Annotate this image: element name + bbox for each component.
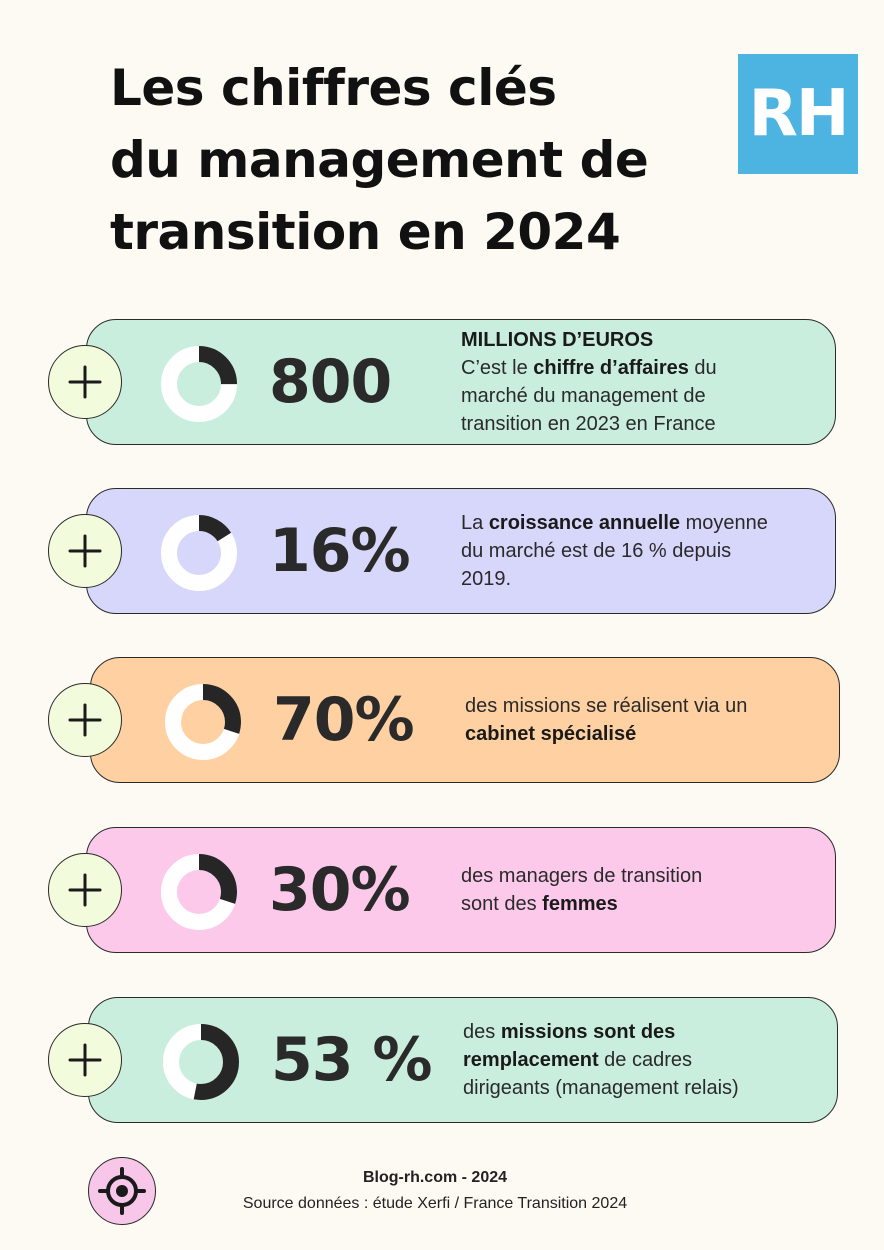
description-line: des missions se réalisent via un [465,692,825,720]
description-text: du [688,357,717,379]
description-line: La croissance annuelle moyenne [461,509,821,537]
description-text: des managers de transition [461,865,703,887]
donut-segment [161,346,237,422]
description-line: cabinet spécialisé [465,720,825,748]
description-line: sont des femmes [461,890,821,918]
description-line: transition en 2023 en France [461,410,821,438]
stat-value: 53 % [271,1025,433,1095]
description-text: moyenne [680,512,768,534]
expand-button[interactable] [48,1023,122,1097]
description-text: C’est le [461,357,534,379]
footer-source: Source données : étude Xerfi / France Tr… [242,1195,628,1212]
expand-button[interactable] [48,683,122,757]
description-text: 2019. [461,568,512,590]
title-line-1: Les chiffres clés [110,59,557,117]
expand-button[interactable] [48,514,122,588]
description-line: C’est le chiffre d’affaires du [461,354,821,382]
donut-chart-icon [161,854,237,930]
donut-chart-icon [165,684,241,760]
description-line: dirigeants (management relais) [463,1074,823,1102]
emphasis-text: femmes [542,893,618,915]
stat-description: des managers de transition sont des femme… [461,828,821,952]
stat-card: 53 % des missions sont des remplacement de… [88,997,838,1123]
description-line: des missions sont des [463,1018,823,1046]
stat-value: 30% [269,855,411,925]
description-text: de cadres [598,1049,693,1071]
description-text: transition en 2023 en France [461,413,716,435]
stat-card: 70% des missions se réalisent via un cabin… [90,657,840,783]
plus-icon [68,703,102,737]
description-line: MILLIONS D’EUROS [461,326,821,354]
page-title: Les chiffres clés du management de trans… [110,52,710,268]
title-line-3: transition en 2024 [110,203,621,261]
footer-site: Blog-rh.com - 2024 [362,1169,508,1186]
donut-chart-icon [161,515,237,591]
plus-icon [68,1043,102,1077]
donut-segment [161,854,237,930]
rh-logo: RH [738,54,858,174]
emphasis-text: chiffre d’affaires [533,357,689,379]
expand-button[interactable] [48,345,122,419]
title-line-2: du management de [110,131,649,189]
stat-value: 800 [269,347,392,417]
emphasis-text: remplacement [463,1049,599,1071]
description-line: marché du management de [461,382,821,410]
stat-card: 800 MILLIONS D’EUROS C’est le chiffre d’af… [86,319,836,445]
description-text: des [463,1021,501,1043]
stat-card: 16% La croissance annuelle moyenne du marc… [86,488,836,614]
description-text: La [461,512,489,534]
description-text: marché du management de [461,385,706,407]
stat-value: 70% [273,685,415,755]
description-line: 2019. [461,565,821,593]
stat-value: 16% [269,516,411,586]
plus-icon [68,534,102,568]
description-line: des managers de transition [461,862,821,890]
plus-icon [68,873,102,907]
emphasis-text: MILLIONS D’EUROS [461,329,654,351]
emphasis-text: cabinet spécialisé [465,723,637,745]
plus-icon [68,365,102,399]
description-line: remplacement de cadres [463,1046,823,1074]
donut-segment [161,515,237,591]
description-line: du marché est de 16 % depuis [461,537,821,565]
description-text: du marché est de 16 % depuis [461,540,732,562]
description-text: dirigeants (management relais) [463,1077,739,1099]
description-text: des missions se réalisent via un [465,695,748,717]
stat-description: des missions sont des remplacement de cad… [463,998,823,1122]
donut-segment [165,684,241,760]
emphasis-text: missions sont des [500,1021,676,1043]
stat-description: MILLIONS D’EUROS C’est le chiffre d’affai… [461,320,821,444]
description-text: sont des [461,893,543,915]
stat-card: 30% des managers de transition sont des fe… [86,827,836,953]
donut-segment [163,1024,239,1100]
stat-description: des missions se réalisent via un cabinet … [465,658,825,782]
emphasis-text: croissance annuelle [488,512,681,534]
donut-chart-icon [161,346,237,422]
donut-chart-icon [163,1024,239,1100]
expand-button[interactable] [48,853,122,927]
stat-description: La croissance annuelle moyenne du marché … [461,489,821,613]
footer: Blog-rh.com - 2024 Source données : étud… [170,1165,700,1217]
target-icon [88,1157,156,1225]
